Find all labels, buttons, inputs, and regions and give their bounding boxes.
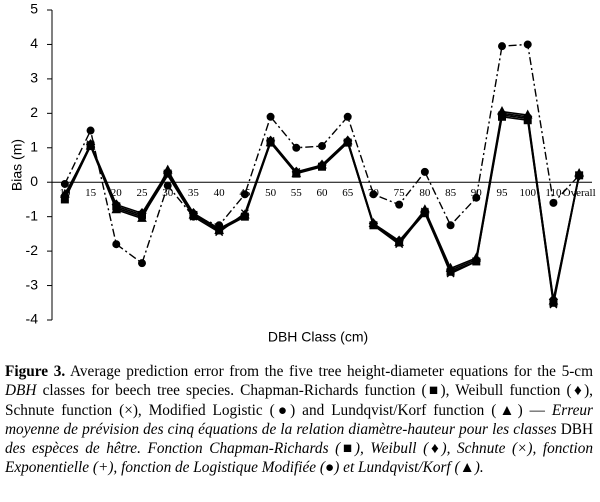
marker xyxy=(318,142,326,151)
marker xyxy=(60,179,69,188)
x-tick-label: 30 xyxy=(162,187,174,199)
x-tick-label: 95 xyxy=(497,187,509,199)
x-tick-label: Overall xyxy=(563,187,596,199)
series-line xyxy=(64,43,580,265)
marker xyxy=(240,190,249,199)
marker xyxy=(342,135,353,145)
marker xyxy=(395,200,404,209)
x-tick-label: 75 xyxy=(394,187,406,199)
caption-text: classes for beech tree species. Chapman-… xyxy=(5,382,593,419)
x-tick-label: 15 xyxy=(85,187,97,199)
marker xyxy=(522,109,533,119)
marker xyxy=(266,112,275,121)
y-tick-label: 2 xyxy=(30,104,38,120)
marker xyxy=(471,252,482,262)
marker xyxy=(111,204,122,214)
y-tick-label: -3 xyxy=(26,276,39,292)
marker xyxy=(446,221,455,230)
x-axis-label: DBH Class (cm) xyxy=(268,329,368,345)
x-tick-label: 50 xyxy=(265,187,277,199)
marker xyxy=(394,236,404,246)
marker xyxy=(574,168,584,178)
marker xyxy=(214,224,224,234)
caption-text: DBH xyxy=(560,420,593,438)
marker xyxy=(420,167,429,176)
marker xyxy=(497,106,507,116)
marker xyxy=(368,217,379,228)
caption: Figure 3. Average prediction error from … xyxy=(5,362,593,478)
y-tick-label: -4 xyxy=(26,311,39,327)
y-tick-label: -1 xyxy=(26,207,39,223)
marker xyxy=(548,295,559,305)
x-tick-label: 65 xyxy=(342,187,354,199)
marker xyxy=(240,209,250,219)
x-tick-label: 55 xyxy=(291,187,303,199)
marker xyxy=(420,204,430,214)
x-tick-label: 35 xyxy=(188,187,200,199)
x-tick-label: 60 xyxy=(317,187,329,199)
marker xyxy=(138,259,146,268)
marker xyxy=(445,262,456,272)
x-tick-label: 20 xyxy=(111,187,123,199)
x-tick-label: 110 xyxy=(545,187,562,199)
x-tick-label: 100 xyxy=(519,187,536,199)
marker xyxy=(86,126,95,135)
x-tick-label: 80 xyxy=(419,187,431,199)
chart: Bias (m) DBH Class (cm) -4 -3 -2 -1 0 1 2 3 4 5 10… xyxy=(9,1,596,345)
caption-text: des espèces de hêtre. Fonction Chapman-R… xyxy=(5,440,593,477)
series-line xyxy=(64,110,580,302)
marker xyxy=(85,140,96,150)
y-axis-label: Bias (m) xyxy=(9,139,25,191)
marker xyxy=(317,159,327,169)
marker xyxy=(137,212,147,222)
y-tick-label: 5 xyxy=(30,1,38,17)
marker xyxy=(292,143,301,152)
x-tick-label: 40 xyxy=(214,187,226,199)
marker xyxy=(265,137,276,147)
marker xyxy=(163,181,172,190)
x-tick-label: 25 xyxy=(137,187,149,199)
y-tick-label: 3 xyxy=(30,70,38,86)
y-tick-label: 1 xyxy=(30,138,38,154)
marker xyxy=(549,198,558,207)
marker xyxy=(112,240,121,249)
y-tick-label: -2 xyxy=(26,242,39,258)
caption-text: Average prediction error from the five t… xyxy=(65,363,593,380)
x-tick-label: 85 xyxy=(445,187,457,199)
marker xyxy=(369,190,378,199)
marker xyxy=(162,164,173,174)
marker xyxy=(523,40,532,49)
marker xyxy=(343,112,352,121)
marker xyxy=(188,209,199,219)
y-tick-label: 4 xyxy=(30,35,38,51)
caption-text: DBH xyxy=(5,382,37,400)
marker xyxy=(291,168,302,178)
series-line xyxy=(64,112,580,300)
y-tick-label: 0 xyxy=(30,173,38,189)
marker xyxy=(498,42,506,51)
caption-text: Erreur moyenne de prévision des cinq équ… xyxy=(5,401,593,438)
marker xyxy=(472,193,481,202)
caption-label: Figure 3. xyxy=(5,363,66,380)
marker xyxy=(60,188,70,198)
